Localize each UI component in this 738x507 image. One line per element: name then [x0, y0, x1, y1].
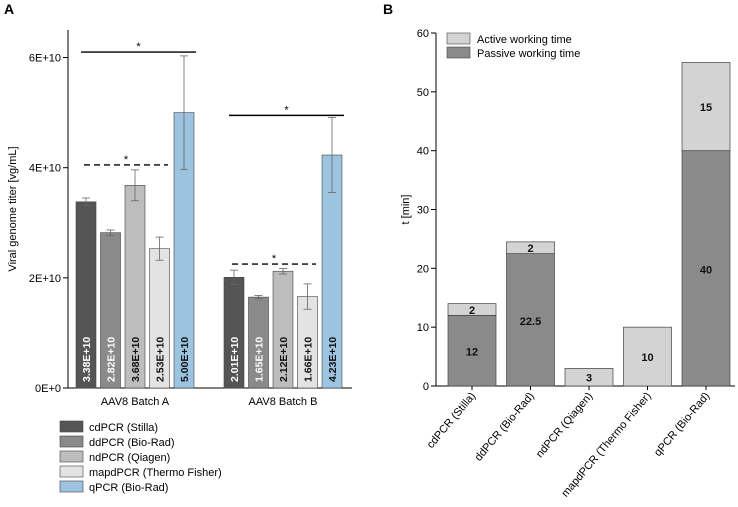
- bar-value-label: 4.23E+10: [327, 337, 339, 382]
- legend-swatch: [59, 450, 84, 463]
- panel-label: B: [383, 1, 393, 17]
- bar-value-label: 3.68E+10: [130, 337, 142, 382]
- y-axis-title: t [min]: [400, 195, 412, 225]
- x-category-label: AAV8 Batch A: [101, 396, 170, 408]
- y-tick-label: 2E+10: [29, 273, 61, 285]
- legend-label: cdPCR (Stilla): [89, 422, 158, 434]
- bar-active: [506, 241, 555, 254]
- x-category-label: cdPCR (Stilla): [425, 390, 479, 451]
- y-tick-label: 50: [417, 87, 429, 99]
- legend-swatch: [59, 480, 84, 493]
- bar-value-label: 10: [641, 352, 653, 364]
- legend-swatch: [446, 32, 471, 45]
- bar-passive: [506, 253, 555, 387]
- x-category-label: AAV8 Batch B: [249, 396, 318, 408]
- y-tick-label: 30: [417, 205, 429, 217]
- bar-value-label: 2.12E+10: [278, 337, 290, 382]
- legend-label: qPCR (Bio-Rad): [89, 482, 168, 494]
- bar-value-label: 12: [466, 347, 478, 359]
- x-category-label: ddPCR (Bio-Rad): [473, 390, 537, 463]
- legend-label: ndPCR (Qiagen): [89, 452, 170, 464]
- bar-value-label: 2: [527, 243, 533, 255]
- bar-value-label: 2.82E+10: [106, 337, 118, 382]
- bar-value-label: 40: [700, 264, 712, 276]
- significance-marker: *: [284, 104, 289, 116]
- panel-label: A: [4, 1, 14, 17]
- y-tick-label: 60: [417, 28, 429, 40]
- bar-value-label: 2: [469, 305, 475, 317]
- bar-active: [681, 62, 731, 152]
- bar-value-label: 1.66E+10: [303, 337, 315, 382]
- legend-label: Passive working time: [477, 48, 580, 60]
- bar-active: [447, 303, 497, 316]
- bar-value-label: 2.01E+10: [229, 337, 241, 382]
- bar-passive: [447, 315, 497, 387]
- bar-value-label: 15: [700, 102, 712, 114]
- x-category-label: ndPCR (Qiagen): [534, 390, 595, 460]
- y-axis-title: Viral genome titer [vg/mL]: [7, 146, 19, 271]
- bar-active: [623, 326, 672, 387]
- y-tick-label: 20: [417, 263, 429, 275]
- legend-swatch: [59, 465, 84, 478]
- legend-swatch: [59, 435, 84, 448]
- legend-label: ddPCR (Bio-Rad): [89, 437, 175, 449]
- significance-marker: *: [136, 41, 141, 53]
- legend-label: Active working time: [477, 34, 572, 46]
- bar-value-label: 22.5: [520, 316, 541, 328]
- y-tick-label: 6E+10: [29, 53, 61, 65]
- bar-value-label: 5.00E+10: [179, 337, 191, 382]
- panel-a-chart: A 0E+0 2E+10 4E+10 6E+10 Viral genome titer […: [4, 1, 352, 494]
- y-tick-label: 10: [417, 322, 429, 334]
- y-tick-label: 40: [417, 146, 429, 158]
- x-category-label: qPCR (Bio-Rad): [652, 390, 712, 459]
- y-tick-label: 0: [423, 381, 429, 393]
- legend-swatch: [59, 420, 84, 433]
- bar-value-label: 2.53E+10: [155, 337, 167, 382]
- legend-label: mapdPCR (Thermo Fisher): [89, 467, 222, 479]
- y-tick-label: 4E+10: [29, 163, 61, 175]
- bar-value-label: 3: [586, 373, 592, 385]
- legend-swatch: [446, 46, 471, 59]
- y-tick-label: 0E+0: [35, 383, 61, 395]
- bar-value-label: 3.38E+10: [81, 337, 93, 382]
- significance-marker: *: [124, 154, 129, 166]
- significance-marker: *: [272, 253, 277, 265]
- bar-value-label: 1.65E+10: [254, 337, 266, 382]
